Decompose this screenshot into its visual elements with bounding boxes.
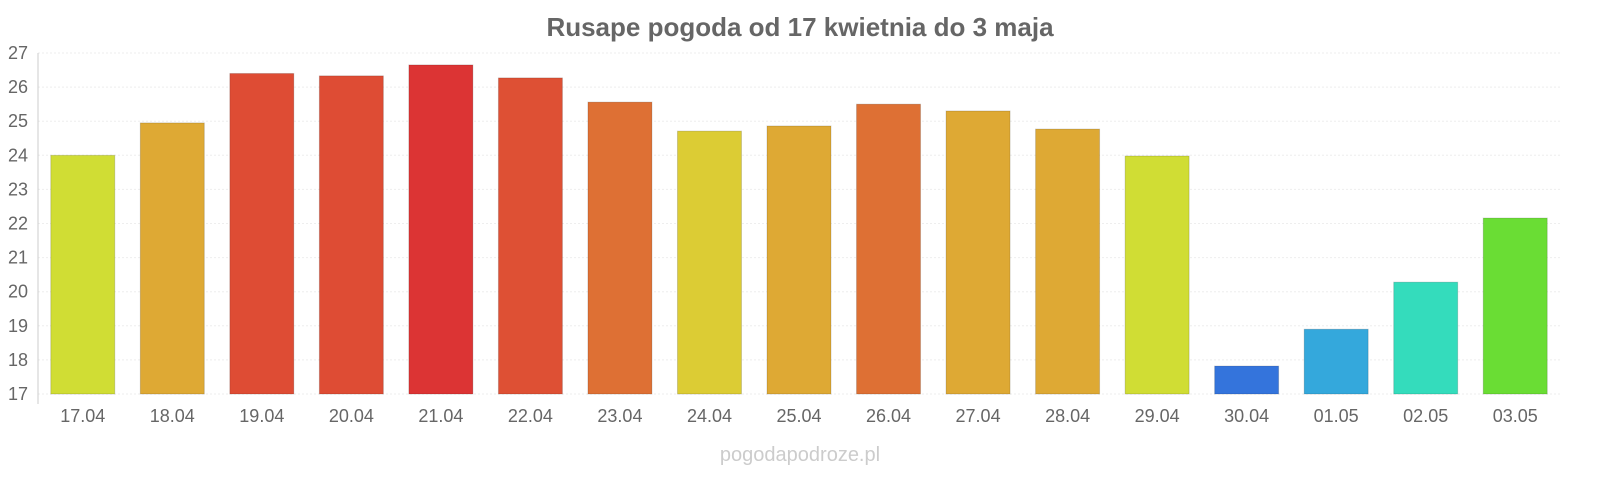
y-tick-label: 26 [8, 77, 28, 97]
y-tick-label: 17 [8, 384, 28, 404]
y-tick-label: 23 [8, 179, 28, 199]
x-tick-label: 24.04 [687, 406, 732, 426]
x-tick-label: 19.04 [239, 406, 284, 426]
y-tick-label: 21 [8, 248, 28, 268]
x-tick-label: 26.04 [866, 406, 911, 426]
x-tick-label: 03.05 [1493, 406, 1538, 426]
x-tick-label: 01.05 [1314, 406, 1359, 426]
watermark: pogodapodroze.pl [720, 444, 880, 466]
y-tick-label: 25 [8, 111, 28, 131]
bar [497, 77, 563, 395]
x-tick-label: 28.04 [1045, 406, 1090, 426]
bars [50, 64, 1548, 395]
x-tick-label: 20.04 [329, 406, 374, 426]
bar [1124, 155, 1190, 395]
bar [945, 110, 1011, 395]
x-tick-label: 29.04 [1135, 406, 1180, 426]
x-tick-label: 25.04 [776, 406, 821, 426]
bar [856, 103, 922, 395]
y-tick-label: 27 [8, 43, 28, 63]
y-tick-label: 20 [8, 282, 28, 302]
x-tick-label: 02.05 [1403, 406, 1448, 426]
y-tick-label: 22 [8, 214, 28, 234]
x-tick-label: 30.04 [1224, 406, 1269, 426]
bar [1214, 365, 1280, 395]
bar [766, 125, 832, 395]
bar [1393, 281, 1459, 395]
bar [139, 122, 205, 395]
x-tick-label: 22.04 [508, 406, 553, 426]
bar [1035, 128, 1101, 395]
y-tick-label: 24 [8, 145, 28, 165]
bar [587, 101, 653, 395]
y-tick-label: 18 [8, 350, 28, 370]
bar [318, 75, 384, 395]
x-tick-label: 18.04 [150, 406, 195, 426]
bar [676, 130, 742, 395]
bar [50, 154, 116, 395]
y-tick-label: 19 [8, 316, 28, 336]
x-tick-label: 21.04 [418, 406, 463, 426]
bar [408, 64, 474, 395]
bar [1482, 217, 1548, 395]
x-axis: 17.04 18.04 19.04 20.04 21.04 22.04 23.04 24.04… [60, 406, 1538, 426]
bar [1303, 328, 1369, 395]
chart-title: Rusape pogoda od 17 kwietnia do 3 maja [546, 12, 1054, 42]
y-axis: 17 18 19 20 21 22 23 24 25 26 27 [8, 43, 28, 404]
bar [229, 72, 295, 395]
x-tick-label: 17.04 [60, 406, 105, 426]
x-tick-label: 23.04 [597, 406, 642, 426]
x-tick-label: 27.04 [956, 406, 1001, 426]
